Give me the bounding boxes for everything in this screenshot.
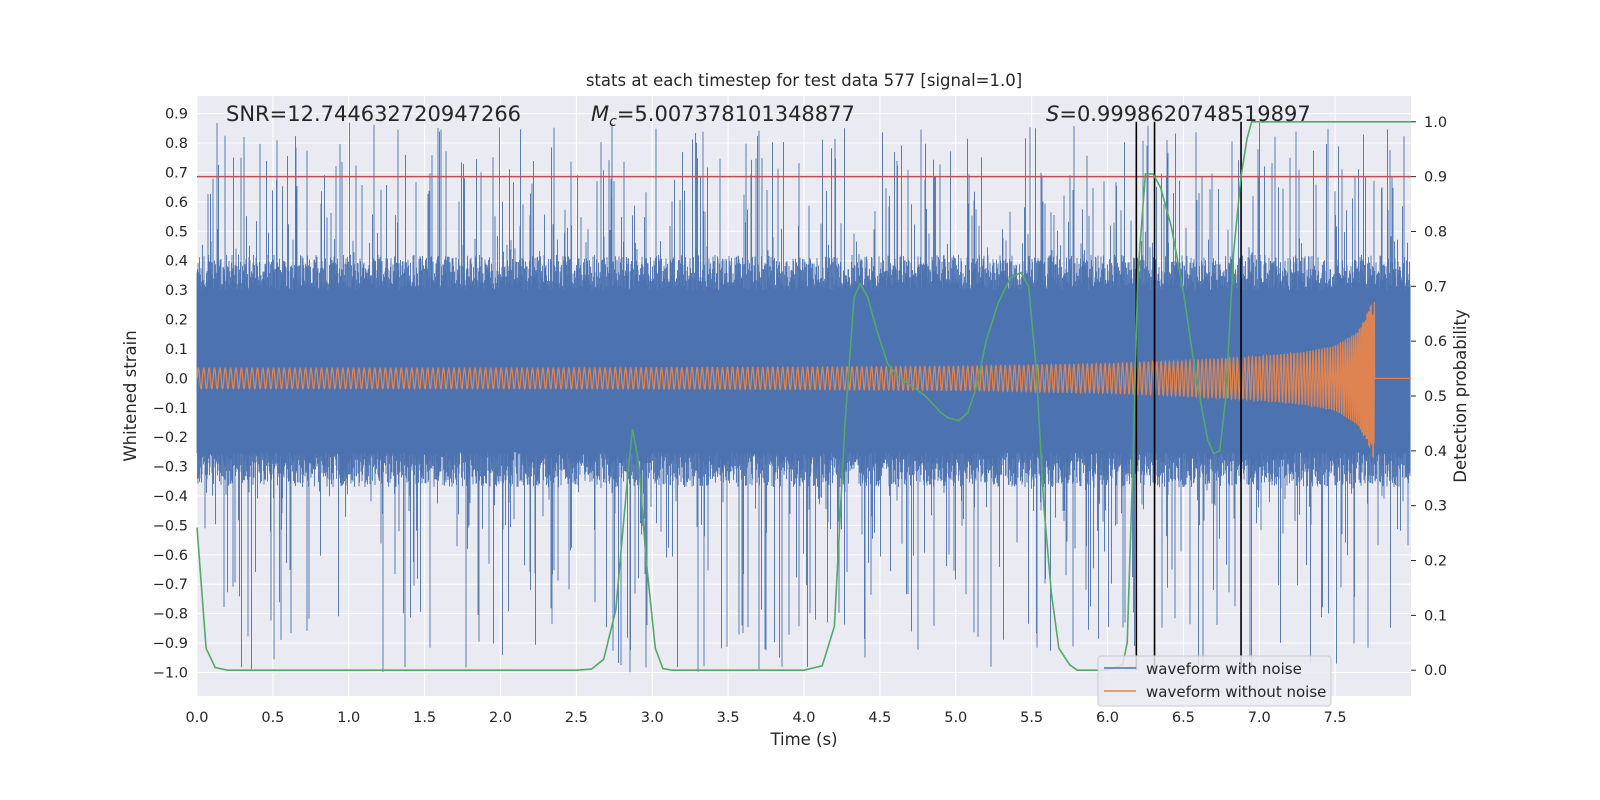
y-tick-label: −0.5 bbox=[153, 518, 188, 534]
y-tick-label: −0.2 bbox=[153, 430, 188, 446]
s-symbol: S bbox=[1046, 102, 1059, 126]
y2-tick-label: 0.0 bbox=[1424, 663, 1447, 679]
x-tick-label: 2.0 bbox=[489, 710, 512, 726]
x-tick-label: 4.0 bbox=[792, 710, 815, 726]
snr-annotation: SNR=12.744632720947266 bbox=[226, 102, 521, 126]
y-tick-label: 0.3 bbox=[165, 283, 188, 299]
x-tick-label: 3.0 bbox=[641, 710, 664, 726]
y-axis-ticks: 0.9 0.8 0.7 0.6 0.5 0.4 0.3 0.2 0.1 0.0 −0.1 −0.2 −0… bbox=[153, 107, 188, 682]
y-tick-label: −1.0 bbox=[153, 665, 188, 681]
x-tick-label: 1.5 bbox=[413, 710, 436, 726]
y2-tick-label: 1.0 bbox=[1424, 115, 1447, 131]
s-value: =0.9998620748519897 bbox=[1059, 102, 1310, 126]
y-tick-label: 0.0 bbox=[165, 371, 188, 387]
y-tick-label: −0.9 bbox=[153, 636, 188, 652]
y2-tick-label: 0.2 bbox=[1424, 554, 1447, 570]
x-tick-label: 0.0 bbox=[185, 710, 208, 726]
x-tick-label: 7.0 bbox=[1248, 710, 1271, 726]
x-tick-label: 5.5 bbox=[1020, 710, 1043, 726]
vertical-markers bbox=[1135, 121, 1242, 671]
clean-waveform-trace bbox=[196, 301, 1411, 458]
mc-subscript: c bbox=[609, 114, 617, 130]
x-tick-label: 1.0 bbox=[337, 710, 360, 726]
y2-tick-label: 0.9 bbox=[1424, 170, 1447, 186]
y-tick-label: 0.4 bbox=[165, 254, 188, 270]
y-tick-label: 0.7 bbox=[165, 165, 188, 181]
legend-box bbox=[1097, 655, 1332, 707]
chart-title: stats at each timestep for test data 577… bbox=[586, 71, 1022, 90]
detection-probability-line bbox=[196, 121, 1411, 672]
legend-label-clean: waveform without noise bbox=[1146, 683, 1326, 701]
legend-label-noisy: waveform with noise bbox=[1146, 660, 1302, 678]
x-tick-label: 0.5 bbox=[261, 710, 284, 726]
clean-waveform-series bbox=[196, 301, 1411, 458]
x-tick-label: 4.5 bbox=[868, 710, 891, 726]
x-tick-label: 3.5 bbox=[717, 710, 740, 726]
y2-tick-label: 0.1 bbox=[1424, 608, 1447, 624]
y2-tick-label: 0.8 bbox=[1424, 224, 1447, 240]
mc-value: =5.007378101348877 bbox=[617, 102, 855, 126]
y2-axis-label: Detection probability bbox=[1451, 309, 1470, 483]
y-tick-label: 0.9 bbox=[165, 107, 188, 123]
mc-symbol: M bbox=[591, 102, 609, 126]
x-tick-label: 7.5 bbox=[1324, 710, 1347, 726]
chirp-mass-annotation: Mc=5.007378101348877 bbox=[591, 102, 855, 130]
legend: waveform with noise waveform without noi… bbox=[1097, 655, 1332, 707]
x-tick-label: 5.0 bbox=[944, 710, 967, 726]
y-tick-label: −0.8 bbox=[153, 607, 188, 623]
x-tick-label: 2.5 bbox=[565, 710, 588, 726]
y2-tick-label: 0.6 bbox=[1424, 334, 1447, 350]
y-tick-label: −0.3 bbox=[153, 460, 188, 476]
s-statistic-annotation: S=0.9998620748519897 bbox=[1046, 102, 1311, 126]
y-tick-label: 0.5 bbox=[165, 224, 188, 240]
y-tick-label: 0.6 bbox=[165, 195, 188, 211]
y-tick-label: 0.2 bbox=[165, 313, 188, 329]
y2-axis-ticks: 0.0 0.1 0.2 0.3 0.4 0.5 0.6 0.7 0.8 0.9 1.0 bbox=[1411, 115, 1447, 679]
y-tick-label: −0.1 bbox=[153, 401, 188, 417]
y2-tick-label: 0.4 bbox=[1424, 444, 1447, 460]
x-tick-label: 6.0 bbox=[1096, 710, 1119, 726]
y2-tick-label: 0.5 bbox=[1424, 389, 1447, 405]
y2-tick-label: 0.7 bbox=[1424, 279, 1447, 295]
x-tick-label: 6.5 bbox=[1172, 710, 1195, 726]
y-axis-label: Whitened strain bbox=[121, 330, 140, 461]
x-axis-label: Time (s) bbox=[769, 730, 837, 749]
y-tick-label: 0.1 bbox=[165, 342, 188, 358]
y2-tick-label: 0.3 bbox=[1424, 499, 1447, 515]
y-tick-label: −0.4 bbox=[153, 489, 188, 505]
x-axis-ticks: 0.0 0.5 1.0 1.5 2.0 2.5 3.0 3.5 4.0 4.5 5.0 5.5 6.0 6… bbox=[185, 710, 1346, 726]
y-tick-label: −0.7 bbox=[153, 577, 188, 593]
y-tick-label: −0.6 bbox=[153, 548, 188, 564]
y-tick-label: 0.8 bbox=[165, 136, 188, 152]
